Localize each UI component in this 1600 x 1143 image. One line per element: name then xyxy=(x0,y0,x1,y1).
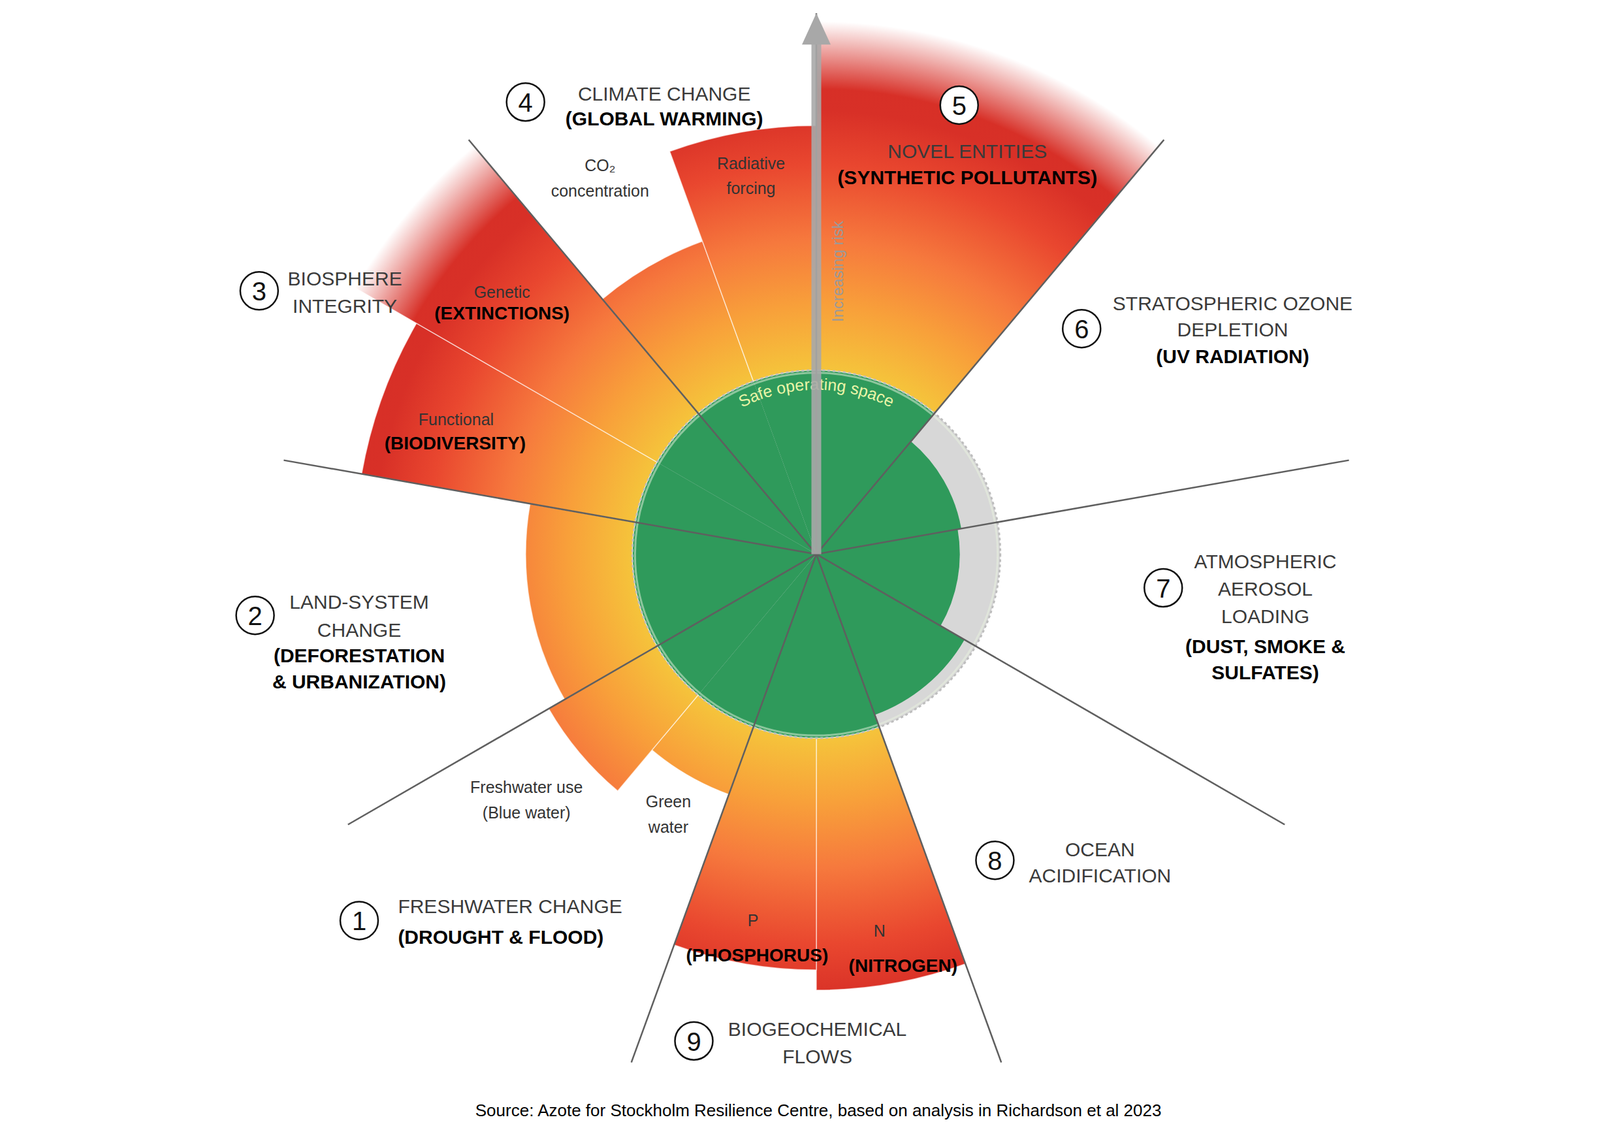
divider xyxy=(816,460,1350,555)
divider xyxy=(468,139,817,554)
number-circle xyxy=(1144,568,1183,607)
risk-wedge xyxy=(673,726,817,970)
boundary-number: 8 xyxy=(987,846,1002,876)
segment-label: Green xyxy=(645,792,691,811)
segment-label: forcing xyxy=(726,178,776,198)
segment-label: Functional xyxy=(418,410,494,429)
boundary-name: ATMOSPHERIC xyxy=(1194,550,1337,573)
divider xyxy=(816,139,1164,554)
boundary-number: 6 xyxy=(1074,314,1089,344)
segment-sublabel: (EXTINCTIONS) xyxy=(434,303,570,324)
segment-label: water xyxy=(647,817,689,836)
boundary-name: LOADING xyxy=(1221,605,1310,627)
boundary-number: 3 xyxy=(252,276,267,306)
segment-label: Radiative xyxy=(717,154,785,173)
boundary-name: CLIMATE CHANGE xyxy=(577,82,751,105)
marks xyxy=(290,0,1207,991)
boundary-subtitle: (SYNTHETIC POLLUTANTS) xyxy=(837,166,1098,189)
value-axis xyxy=(801,13,831,554)
segment-label: Freshwater use xyxy=(470,777,583,797)
number-circle xyxy=(1062,309,1101,348)
boundary-subtitle: (UV RADIATION) xyxy=(1155,345,1309,368)
labels: 1 FRESHWATER CHANGE (DROUGHT & FLOOD) 2 LAND… xyxy=(236,82,1354,1067)
divider xyxy=(631,553,817,1062)
segment-label: CO₂ xyxy=(584,156,616,175)
risk-wedge xyxy=(816,726,966,991)
boundary-subtitle: (DUST, SMOKE & xyxy=(1185,635,1346,657)
boundary-name: INTEGRITY xyxy=(292,295,398,317)
number-circle xyxy=(940,86,979,125)
source: Source: Azote for Stockholm Resilience C… xyxy=(475,1100,1162,1120)
boundary-subtitle: & URBANIZATION) xyxy=(272,670,447,693)
divider xyxy=(816,553,1002,1062)
segment-label: P xyxy=(747,911,759,930)
boundary-name: STRATOSPHERIC OZONE xyxy=(1112,292,1353,315)
boundary-subtitle: (DROUGHT & FLOOD) xyxy=(397,926,604,948)
boundary-name: FLOWS xyxy=(782,1045,853,1068)
boundary-number: 2 xyxy=(248,601,263,631)
risk-wedge xyxy=(816,0,1207,414)
divider xyxy=(283,460,817,555)
boundary-number: 4 xyxy=(518,88,533,117)
boundary-name: NOVEL ENTITIES xyxy=(887,140,1047,162)
risk-wedge xyxy=(525,503,657,700)
boundary-subtitle: SULFATES) xyxy=(1211,661,1319,684)
boundary-subtitle: (DEFORESTATION xyxy=(273,644,445,667)
axis-label: Increasing risk xyxy=(828,220,847,322)
axis-line xyxy=(811,41,822,554)
boundary-name: ACIDIFICATION xyxy=(1028,864,1171,887)
segment-label: Genetic xyxy=(474,282,531,302)
segment-sublabel: (BIODIVERSITY) xyxy=(384,432,526,454)
divider xyxy=(815,13,818,554)
boundary-name: CHANGE xyxy=(317,619,401,641)
axis-arrowhead xyxy=(801,13,831,45)
segment-label: N xyxy=(873,921,886,940)
boundary-name: BIOGEOCHEMICAL xyxy=(728,1018,907,1040)
number-circle xyxy=(340,901,379,940)
boundary-name: AEROSOL xyxy=(1217,577,1313,600)
number-circle xyxy=(506,82,545,121)
boundary-name: LAND-SYSTEM xyxy=(289,591,429,613)
segment-label: concentration xyxy=(551,181,650,200)
segment-sublabel: (PHOSPHORUS) xyxy=(685,944,829,966)
boundary-name: OCEAN xyxy=(1065,838,1136,861)
segment-label: (Blue water) xyxy=(482,803,571,822)
boundary-name: FRESHWATER CHANGE xyxy=(397,895,622,917)
number-circle xyxy=(240,271,279,310)
boundary-name: DEPLETION xyxy=(1176,318,1288,341)
number-circle xyxy=(975,841,1014,880)
boundary-number: 1 xyxy=(352,906,367,936)
boundary-number: 5 xyxy=(952,91,967,121)
boundary-number: 9 xyxy=(686,1027,701,1056)
number-circle xyxy=(675,1022,714,1060)
plot: Safe operating space xyxy=(283,0,1349,1063)
boundary-name: BIOSPHERE xyxy=(288,267,403,290)
number-circle xyxy=(236,596,275,635)
divider xyxy=(816,553,1285,825)
risk-parts xyxy=(290,0,1207,991)
chart: Safe operating spaceIncreasing risk 1 FRES… xyxy=(0,0,1600,1143)
boundary-subtitle: (GLOBAL WARMING) xyxy=(565,107,764,130)
boundary-number: 7 xyxy=(1155,574,1171,603)
risk-wedge xyxy=(670,125,817,382)
segment-sublabel: (NITROGEN) xyxy=(848,955,958,976)
